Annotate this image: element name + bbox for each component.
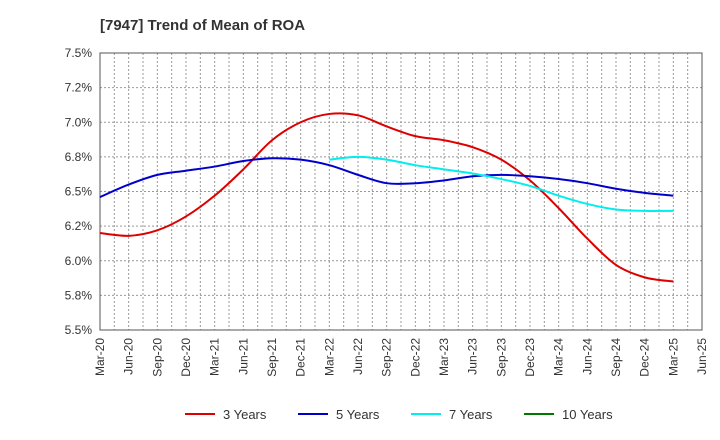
x-tick-label: Jun-23 [466, 338, 480, 375]
y-tick-label: 5.8% [65, 288, 93, 302]
series-line-3-years [99, 112, 674, 283]
x-tick-label: Mar-22 [322, 338, 336, 376]
y-tick-label: 5.5% [65, 323, 93, 337]
legend-label-5-years: 5 Years [336, 407, 380, 422]
x-tick-label: Mar-23 [437, 338, 451, 376]
y-tick-label: 7.0% [65, 115, 93, 129]
x-tick-label: Sep-23 [494, 338, 508, 377]
x-tick-label: Mar-20 [93, 338, 107, 376]
y-tick-label: 6.0% [65, 254, 93, 268]
legend-label-3-years: 3 Years [223, 407, 267, 422]
x-tick-label: Dec-21 [294, 338, 308, 377]
y-tick-label: 6.8% [65, 150, 93, 164]
y-tick-label: 6.2% [65, 219, 93, 233]
y-tick-label: 7.2% [65, 81, 93, 95]
chart-title: [7947] Trend of Mean of ROA [100, 17, 305, 34]
x-tick-label: Jun-25 [695, 338, 709, 375]
x-tick-label: Sep-24 [609, 338, 623, 377]
y-tick-label: 6.5% [65, 185, 93, 199]
x-tick-label: Dec-23 [523, 338, 537, 377]
legend-label-7-years: 7 Years [449, 407, 493, 422]
series-lines [99, 112, 674, 283]
series-line-5-years [99, 157, 674, 198]
x-tick-label: Dec-22 [408, 338, 422, 377]
x-tick-label: Mar-25 [666, 338, 680, 376]
legend: 3 Years 5 Years 7 Years 10 Years [185, 407, 613, 422]
x-tick-label: Jun-20 [122, 338, 136, 375]
x-tick-label: Jun-22 [351, 338, 365, 375]
series-line-7-years [329, 155, 674, 212]
grid [99, 52, 703, 331]
y-tick-label: 7.5% [65, 46, 93, 60]
x-tick-label: Dec-24 [638, 338, 652, 377]
legend-label-10-years: 10 Years [562, 407, 613, 422]
axes: 5.5% 5.8% 6.0% 6.2% 6.5% 6.8% 7.0% 7.2% 7.5% Mar-… [65, 46, 709, 377]
x-tick-label: Jun-21 [236, 338, 250, 375]
x-tick-label: Mar-24 [552, 338, 566, 376]
x-tick-label: Sep-22 [380, 338, 394, 377]
x-tick-label: Sep-20 [150, 338, 164, 377]
x-tick-label: Mar-21 [208, 338, 222, 376]
plot-frame [99, 52, 703, 331]
x-tick-label: Sep-21 [265, 338, 279, 377]
x-tick-label: Jun-24 [580, 338, 594, 375]
x-tick-label: Dec-20 [179, 338, 193, 377]
